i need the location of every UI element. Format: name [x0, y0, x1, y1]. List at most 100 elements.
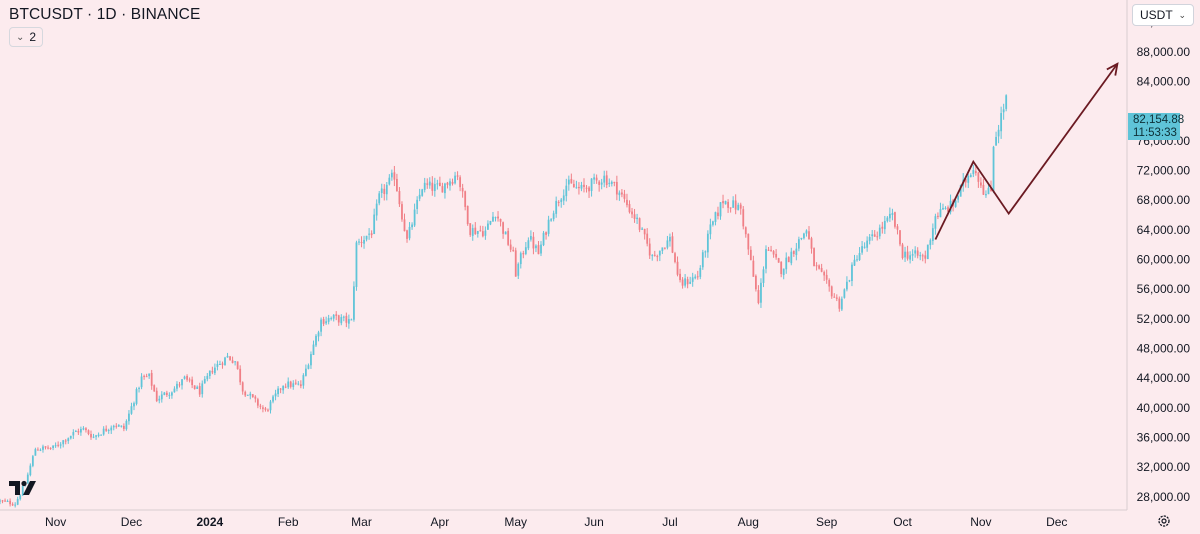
candle-up	[378, 193, 381, 204]
candle-down	[267, 409, 269, 411]
candle-up	[327, 318, 330, 322]
candle-down	[623, 193, 626, 199]
candle-up	[1005, 95, 1008, 109]
candle-down	[469, 223, 472, 235]
candle-down	[451, 181, 454, 184]
candle-up	[355, 242, 358, 287]
candle-down	[438, 182, 441, 187]
candle-up	[694, 276, 697, 279]
candle-down	[815, 265, 818, 267]
candle-up	[433, 184, 436, 192]
candle-down	[502, 222, 504, 234]
symbol-title[interactable]: BTCUSDT · 1D · BINANCE	[9, 6, 201, 23]
candle-down	[401, 204, 403, 220]
candle-down	[507, 230, 510, 245]
candle-up	[699, 267, 702, 277]
candle-down	[509, 244, 512, 250]
candle-up	[504, 231, 507, 235]
indicators-toggle[interactable]: ⌄ 2	[9, 27, 44, 47]
candle-up	[421, 189, 424, 196]
candle-up	[297, 383, 300, 385]
candle-up	[868, 236, 871, 241]
tradingview-logo[interactable]	[7, 478, 39, 498]
candle-up	[302, 375, 305, 386]
candle-down	[464, 191, 467, 207]
candle-down	[251, 394, 254, 397]
candle-up	[353, 286, 355, 320]
candle-down	[830, 286, 833, 297]
candle-up	[79, 428, 82, 433]
candle-down	[633, 214, 636, 219]
candle-up	[608, 182, 611, 184]
candle-down	[901, 244, 904, 259]
candle-down	[727, 201, 729, 208]
candle-up	[358, 241, 360, 243]
candle-down	[757, 290, 760, 304]
candle-down	[87, 430, 90, 435]
candle-up	[213, 367, 216, 374]
candle-up	[957, 196, 960, 200]
candle-up	[856, 259, 858, 261]
candle-up	[803, 233, 805, 239]
candle-down	[398, 191, 401, 205]
candle-up	[732, 200, 735, 208]
price-tick-label: 48,000.00	[1137, 342, 1191, 356]
candle-up	[795, 248, 798, 256]
candle-down	[979, 182, 982, 186]
candle-down	[679, 273, 681, 281]
candle-up	[689, 281, 692, 284]
time-tick-label: Sep	[816, 515, 838, 529]
candle-down	[681, 279, 684, 286]
candle-up	[206, 375, 209, 380]
candle-down	[466, 205, 469, 225]
candle-up	[19, 495, 22, 500]
time-axis[interactable]: Nov Dec 2024 Feb Mar Apr May Jun Jul Aug Sep Oct Nov…	[45, 515, 1067, 529]
gear-icon[interactable]	[1157, 514, 1171, 528]
candle-up	[385, 184, 388, 195]
candle-down	[749, 249, 752, 261]
candle-down	[370, 233, 373, 236]
candle-down	[767, 249, 770, 251]
candle-up	[365, 235, 368, 240]
candle-up	[226, 355, 229, 358]
candle-up	[411, 224, 413, 228]
candle-up	[843, 289, 846, 298]
candle-down	[823, 272, 826, 276]
candle-down	[838, 298, 841, 309]
candle-down	[729, 207, 732, 209]
candle-down	[780, 261, 783, 275]
candle-up	[661, 247, 664, 251]
candle-up	[133, 403, 135, 407]
candle-down	[262, 407, 264, 409]
currency-select[interactable]: USDT ⌄	[1132, 4, 1194, 26]
candle-up	[0, 500, 1, 502]
candle-down	[256, 399, 259, 406]
candle-up	[527, 240, 530, 249]
price-tick-label: 32,000.00	[1137, 460, 1191, 474]
price-axis[interactable]: 92,000.0088,000.0084,000.0076,000.0072,0…	[1137, 15, 1191, 504]
candle-down	[881, 226, 884, 229]
candle-up	[909, 255, 912, 260]
candle-up	[6, 501, 9, 503]
candle-down	[588, 187, 590, 192]
candle-up	[269, 401, 272, 411]
candle-up	[552, 213, 555, 220]
candle-up	[797, 239, 800, 249]
candle-up	[1002, 109, 1005, 113]
candle-up	[926, 244, 929, 260]
candle-down	[674, 253, 676, 263]
candle-down	[744, 227, 747, 235]
candle-up	[760, 282, 762, 303]
candle-down	[656, 256, 659, 258]
candle-up	[234, 361, 237, 363]
candle-up	[320, 319, 322, 332]
time-tick-label: Oct	[893, 515, 912, 529]
time-tick-label: Jul	[662, 515, 677, 529]
candle-down	[777, 258, 780, 263]
candle-down	[734, 200, 737, 210]
candle-down	[481, 231, 484, 237]
candle-up	[484, 230, 487, 236]
candle-down	[663, 247, 666, 249]
candle-up	[246, 394, 249, 396]
